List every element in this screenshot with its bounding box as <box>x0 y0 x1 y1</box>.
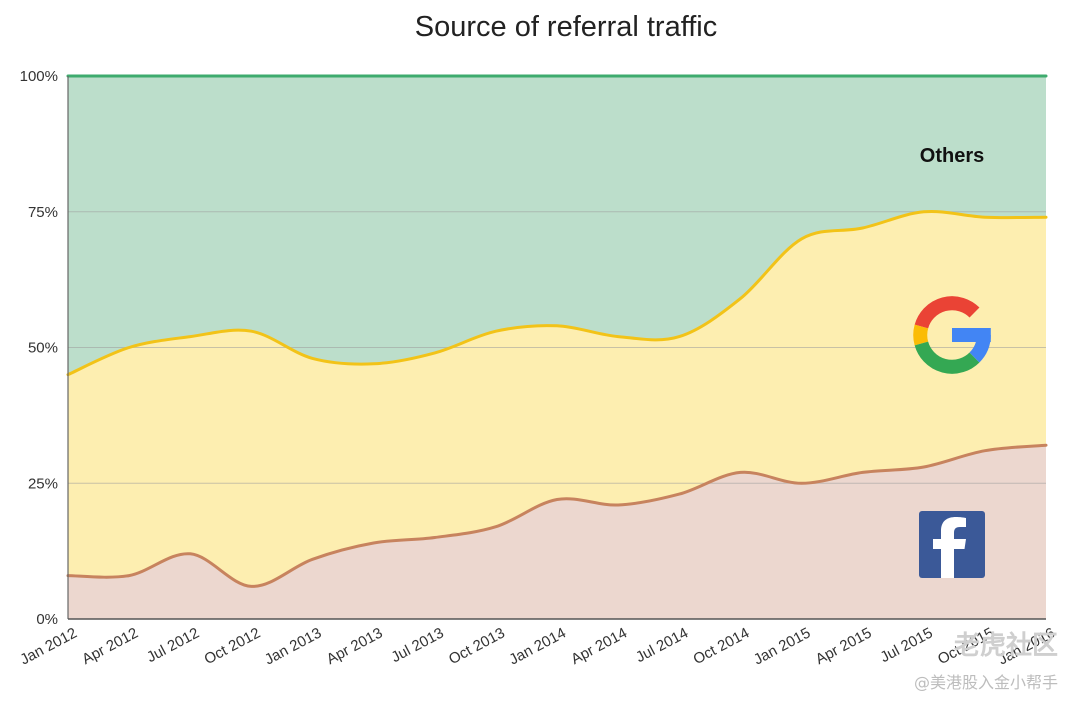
x-tick-label: Jul 2012 <box>144 625 202 667</box>
gridlines <box>68 211 1046 484</box>
watermark-line1: 老虎社区 <box>954 630 1058 661</box>
x-tick-label: Apr 2013 <box>324 625 386 669</box>
x-tick-label: Oct 2013 <box>446 625 508 669</box>
area-facebook <box>68 445 1046 619</box>
x-tick-label: Oct 2014 <box>691 625 753 669</box>
x-tick-label: Jan 2015 <box>751 625 813 669</box>
y-tick-label: 50% <box>28 340 58 357</box>
others-annotation: Others <box>920 145 984 167</box>
x-tick-label: Jan 2013 <box>262 625 324 669</box>
line-facebook <box>66 443 1048 588</box>
x-tick-label: Jul 2013 <box>389 625 447 667</box>
x-tick-label: Jul 2014 <box>633 625 691 667</box>
y-axis: 0% 25% 50% 75% 100% <box>20 68 58 628</box>
series-lines <box>66 74 1048 620</box>
chart-title: Source of referral traffic <box>415 11 717 43</box>
x-tick-label: Oct 2012 <box>202 625 264 669</box>
y-tick-label: 100% <box>20 68 58 85</box>
google-logo-icon <box>913 296 991 374</box>
y-tick-label: 25% <box>28 475 58 492</box>
x-tick-label: Apr 2014 <box>568 625 630 669</box>
x-tick-label: Apr 2012 <box>79 625 141 669</box>
watermark: 老虎社区 @美港股入金小帮手 <box>914 630 1058 692</box>
x-tick-label: Apr 2015 <box>813 625 875 669</box>
x-tick-label: Jul 2015 <box>878 625 936 667</box>
x-tick-label: Jan 2014 <box>506 625 568 669</box>
x-tick-label: Jan 2012 <box>17 625 79 669</box>
facebook-logo-icon <box>919 511 985 578</box>
line-google <box>66 209 1048 377</box>
y-tick-label: 75% <box>28 204 58 221</box>
watermark-line2: @美港股入金小帮手 <box>914 673 1058 692</box>
y-tick-label: 0% <box>36 611 58 628</box>
